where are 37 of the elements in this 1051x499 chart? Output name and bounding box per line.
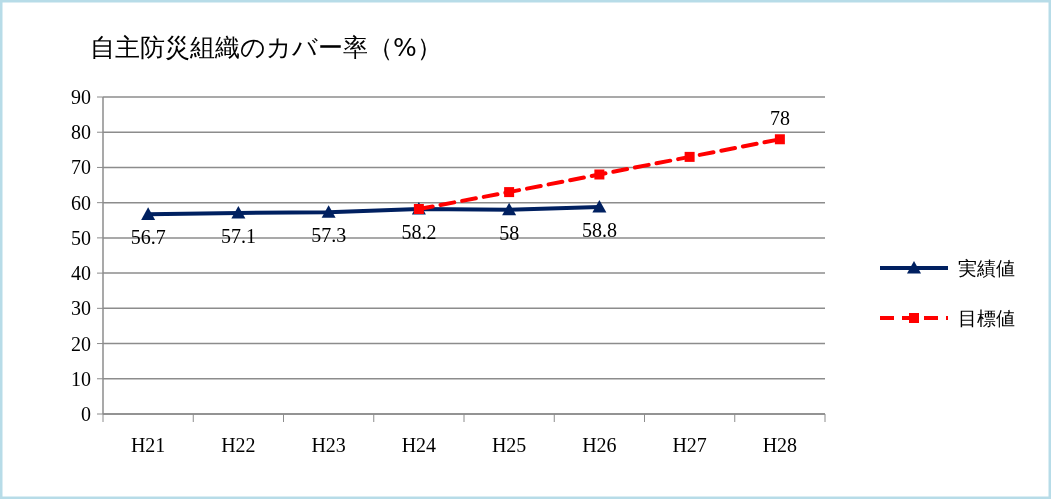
- data-label: 58.2: [401, 221, 437, 244]
- legend-label: 実績値: [958, 256, 1015, 279]
- legend-label: 目標値: [958, 306, 1015, 329]
- x-tick-label: H27: [672, 434, 707, 456]
- y-tick-label: 30: [71, 297, 91, 320]
- x-tick-label: H21: [130, 434, 166, 456]
- data-label: 58: [499, 221, 520, 244]
- point: [594, 169, 605, 180]
- data-label: 78: [769, 107, 790, 130]
- data-label: 57.1: [220, 224, 256, 247]
- y-tick-label: 70: [71, 156, 91, 179]
- y-tick-label: 0: [81, 403, 91, 425]
- y-tick-label: 90: [71, 86, 91, 108]
- data-label: 57.3: [311, 224, 347, 247]
- chart-title: 自主防災組織のカバー率（%）: [90, 33, 442, 62]
- x-tick-label: H25: [491, 434, 527, 456]
- x-tick-label: H23: [311, 434, 346, 456]
- y-tick-label: 20: [71, 332, 91, 355]
- point: [592, 199, 607, 213]
- point: [504, 187, 515, 198]
- y-tick-label: 40: [71, 262, 91, 285]
- y-tick-label: 50: [71, 226, 91, 249]
- data-label: 56.7: [130, 226, 166, 249]
- point: [141, 207, 156, 220]
- point: [231, 205, 246, 219]
- point: [684, 151, 695, 162]
- x-tick-label: H28: [762, 434, 798, 456]
- point: [774, 134, 785, 145]
- point: [321, 205, 336, 218]
- x-tick-label: H22: [221, 434, 256, 456]
- y-tick-label: 10: [71, 367, 91, 390]
- y-tick-label: 60: [71, 191, 91, 214]
- point: [502, 202, 517, 216]
- x-tick-label: H26: [582, 434, 617, 456]
- x-tick-label: H24: [401, 434, 437, 456]
- data-label: 58.8: [581, 218, 617, 241]
- y-tick-label: 80: [71, 121, 91, 144]
